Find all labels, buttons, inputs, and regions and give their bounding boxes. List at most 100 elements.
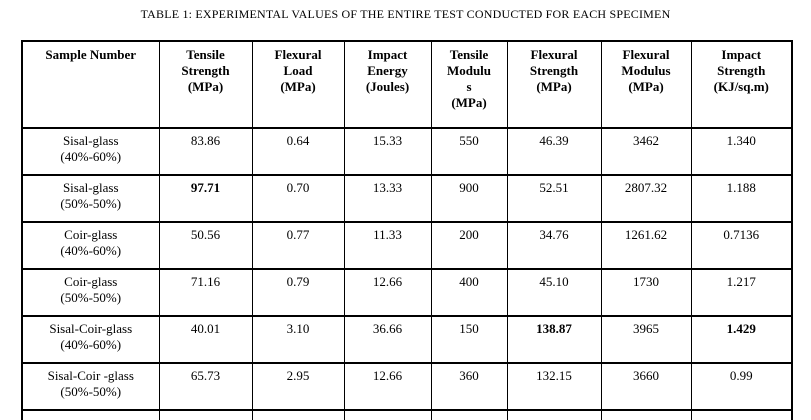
cell-impact-strength: 1.429	[690, 315, 793, 364]
header-label: (MPa)	[628, 79, 664, 94]
header-label: Tensile	[449, 47, 489, 62]
sample-name: Sisal-Coir -glass	[47, 368, 134, 383]
cell-tensile-strength: 71.16	[158, 268, 253, 317]
column-header-impact-energy: Impact Energy (Joules)	[343, 40, 432, 129]
cell-tensile-strength: 83.86	[158, 127, 253, 176]
cell-impact-strength: 0.7136	[690, 221, 793, 270]
cell-impact-strength: 1.340	[690, 127, 793, 176]
table-row: Coir-glass (50%-50%) 71.16 0.79 12.66 400…	[21, 268, 793, 317]
cell-tensile-modulus: 900	[430, 174, 508, 223]
cell-impact-strength: 1.217	[690, 268, 793, 317]
table-title: TABLE 1: EXPERIMENTAL VALUES OF THE ENTI…	[140, 7, 671, 21]
table-row: Coir-glass (40%-60%) 50.56 0.77 11.33 200…	[21, 221, 793, 270]
table-row: Sisal-glass (40%-60%) 83.86 0.64 15.33 55…	[21, 127, 793, 176]
cell-empty	[506, 409, 602, 420]
sample-name: Coir-glass	[64, 227, 118, 242]
header-label: (Joules)	[365, 79, 410, 94]
header-label: Flexural	[530, 47, 578, 62]
cell-flexural-strength: 52.51	[506, 174, 602, 223]
cell-sample-number: Sisal-glass (40%-60%)	[21, 127, 160, 176]
cell-sample-number: Coir-glass (40%-60%)	[21, 221, 160, 270]
column-header-tensile-modulus: Tensile Modulu s (MPa)	[430, 40, 508, 129]
sample-name: Sisal-glass	[62, 133, 119, 148]
header-label: Strength	[181, 63, 230, 78]
cell-tensile-strength: 50.56	[158, 221, 253, 270]
cell-empty	[343, 409, 432, 420]
cell-flexural-modulus: 1730	[600, 268, 692, 317]
cell-impact-strength: 1.188	[690, 174, 793, 223]
cell-empty	[251, 409, 345, 420]
cell-sample-number: Coir-glass (50%-50%)	[21, 268, 160, 317]
header-label: (KJ/sq.m)	[713, 79, 769, 94]
cell-sample-number: Sisal-Coir-glass (40%-60%)	[21, 315, 160, 364]
cell-sample-number: Sisal-Coir -glass (50%-50%)	[21, 362, 160, 411]
header-label: (MPa)	[451, 95, 487, 110]
header-label: Modulu	[446, 63, 492, 78]
table-row-clipped	[21, 409, 793, 420]
cell-tensile-strength: 40.01	[158, 315, 253, 364]
sample-ratio: (40%-60%)	[60, 243, 122, 258]
cell-impact-energy: 12.66	[343, 362, 432, 411]
cell-tensile-modulus: 150	[430, 315, 508, 364]
header-label: Sample Number	[45, 47, 137, 62]
sample-ratio: (40%-60%)	[60, 337, 122, 352]
cell-sample-number: Sisal-glass (50%-50%)	[21, 174, 160, 223]
cell-impact-energy: 13.33	[343, 174, 432, 223]
cell-impact-energy: 15.33	[343, 127, 432, 176]
cell-flexural-load: 0.64	[251, 127, 345, 176]
cell-tensile-modulus: 360	[430, 362, 508, 411]
cell-empty	[690, 409, 793, 420]
cell-flexural-strength: 138.87	[506, 315, 602, 364]
column-header-impact-strength: Impact Strength (KJ/sq.m)	[690, 40, 793, 129]
cell-impact-strength: 0.99	[690, 362, 793, 411]
cell-tensile-strength: 65.73	[158, 362, 253, 411]
header-label: Impact	[367, 47, 408, 62]
cell-flexural-strength: 46.39	[506, 127, 602, 176]
cell-empty	[158, 409, 253, 420]
cell-flexural-load: 0.79	[251, 268, 345, 317]
cell-impact-energy: 11.33	[343, 221, 432, 270]
sample-name: Coir-glass	[64, 274, 118, 289]
cell-flexural-modulus: 2807.32	[600, 174, 692, 223]
table-row: Sisal-Coir-glass (40%-60%) 40.01 3.10 36.…	[21, 315, 793, 364]
column-header-tensile-strength: Tensile Strength (MPa)	[158, 40, 253, 129]
sample-ratio: (50%-50%)	[60, 290, 122, 305]
cell-flexural-strength: 45.10	[506, 268, 602, 317]
column-header-flexural-strength: Flexural Strength (MPa)	[506, 40, 602, 129]
cell-flexural-load: 3.10	[251, 315, 345, 364]
cell-flexural-load: 0.77	[251, 221, 345, 270]
header-label: (MPa)	[187, 79, 224, 94]
cell-tensile-strength: 97.71	[158, 174, 253, 223]
cell-flexural-strength: 132.15	[506, 362, 602, 411]
header-label: Impact	[721, 47, 762, 62]
table-row: Sisal-glass (50%-50%) 97.71 0.70 13.33 90…	[21, 174, 793, 223]
cell-empty	[600, 409, 692, 420]
header-label: Flexural	[622, 47, 670, 62]
column-header-flexural-modulus: Flexural Modulus (MPa)	[600, 40, 692, 129]
cell-impact-energy: 12.66	[343, 268, 432, 317]
cell-flexural-modulus: 3965	[600, 315, 692, 364]
header-label: Strength	[529, 63, 579, 78]
header-label: Strength	[717, 63, 766, 78]
header-label: (MPa)	[280, 79, 316, 94]
column-header-flexural-load: Flexural Load (MPa)	[251, 40, 345, 129]
cell-empty	[430, 409, 508, 420]
sample-ratio: (50%-50%)	[60, 384, 122, 399]
table-container: Sample Number Tensile Strength (MPa) Flexu…	[21, 40, 796, 420]
cell-flexural-strength: 34.76	[506, 221, 602, 270]
sample-name: Sisal-Coir-glass	[49, 321, 133, 336]
cell-flexural-load: 0.70	[251, 174, 345, 223]
cell-tensile-modulus: 550	[430, 127, 508, 176]
header-label: Load	[283, 63, 313, 78]
table-header-row: Sample Number Tensile Strength (MPa) Flexu…	[21, 40, 793, 129]
cell-flexural-modulus: 3462	[600, 127, 692, 176]
sample-ratio: (50%-50%)	[60, 196, 122, 211]
sample-ratio: (40%-60%)	[60, 149, 122, 164]
header-label: s	[466, 79, 472, 94]
header-label: Flexural	[274, 47, 322, 62]
table-row: Sisal-Coir -glass (50%-50%) 65.73 2.95 12…	[21, 362, 793, 411]
header-label: (MPa)	[536, 79, 572, 94]
cell-flexural-modulus: 1261.62	[600, 221, 692, 270]
header-label: Modulus	[621, 63, 671, 78]
cell-flexural-modulus: 3660	[600, 362, 692, 411]
